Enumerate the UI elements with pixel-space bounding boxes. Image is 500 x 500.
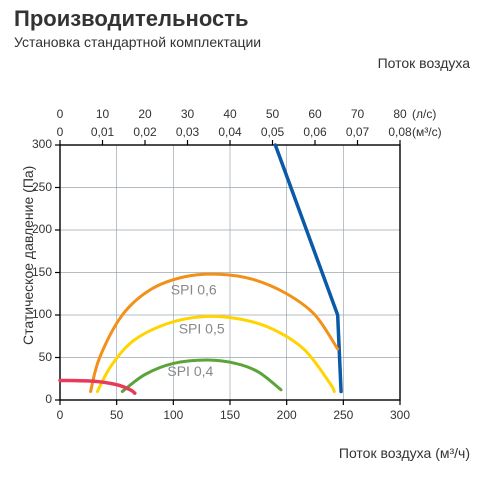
svg-text:SPI 0,6: SPI 0,6 [171, 282, 217, 298]
tick-label: 300 [18, 137, 52, 151]
tick-label: 30 [173, 107, 203, 121]
tick-label: 300 [385, 408, 415, 422]
tick-label: 50 [18, 350, 52, 364]
tick-label: 10 [88, 107, 118, 121]
tick-label: 250 [18, 180, 52, 194]
tick-label: 60 [300, 107, 330, 121]
tick-label: 0,06 [295, 125, 335, 139]
tick-label: 100 [18, 307, 52, 321]
tick-label: 150 [215, 408, 245, 422]
chart-subtitle: Установка стандартной комплектации [14, 34, 261, 50]
top-axis-unit-1: (л/с) [412, 107, 436, 121]
tick-label: 100 [158, 408, 188, 422]
tick-label: 50 [258, 107, 288, 121]
tick-label: 0 [18, 392, 52, 406]
svg-text:SPI 0,4: SPI 0,4 [167, 363, 213, 379]
tick-label: 0,03 [168, 125, 208, 139]
tick-label: 50 [102, 408, 132, 422]
top-axis-title: Поток воздуха [378, 55, 470, 71]
chart-title: Производительность [14, 6, 249, 32]
tick-label: 0 [45, 408, 75, 422]
chart-container: { "title": "Производительность", "subtit… [0, 0, 500, 500]
tick-label: 40 [215, 107, 245, 121]
tick-label: 0,05 [253, 125, 293, 139]
tick-label: 0,02 [125, 125, 165, 139]
tick-label: 0,01 [83, 125, 123, 139]
tick-label: 200 [272, 408, 302, 422]
tick-label: 0,07 [338, 125, 378, 139]
tick-label: 0 [40, 125, 80, 139]
tick-label: 0,04 [210, 125, 250, 139]
tick-label: 250 [328, 408, 358, 422]
plot-svg: SPI 0,6 SPI 0,5 SPI 0,4 [60, 95, 460, 415]
tick-label: 80 [385, 107, 415, 121]
plot-area: SPI 0,6 SPI 0,5 SPI 0,4 [60, 95, 460, 415]
tick-label: 70 [343, 107, 373, 121]
tick-label: 0 [45, 107, 75, 121]
bottom-axis-title: Поток воздуха (м³/ч) [339, 445, 470, 461]
svg-text:SPI 0,5: SPI 0,5 [179, 321, 225, 337]
tick-label: 20 [130, 107, 160, 121]
top-axis-unit-2: (м³/с) [412, 125, 442, 139]
tick-label: 150 [18, 265, 52, 279]
tick-label: 200 [18, 222, 52, 236]
